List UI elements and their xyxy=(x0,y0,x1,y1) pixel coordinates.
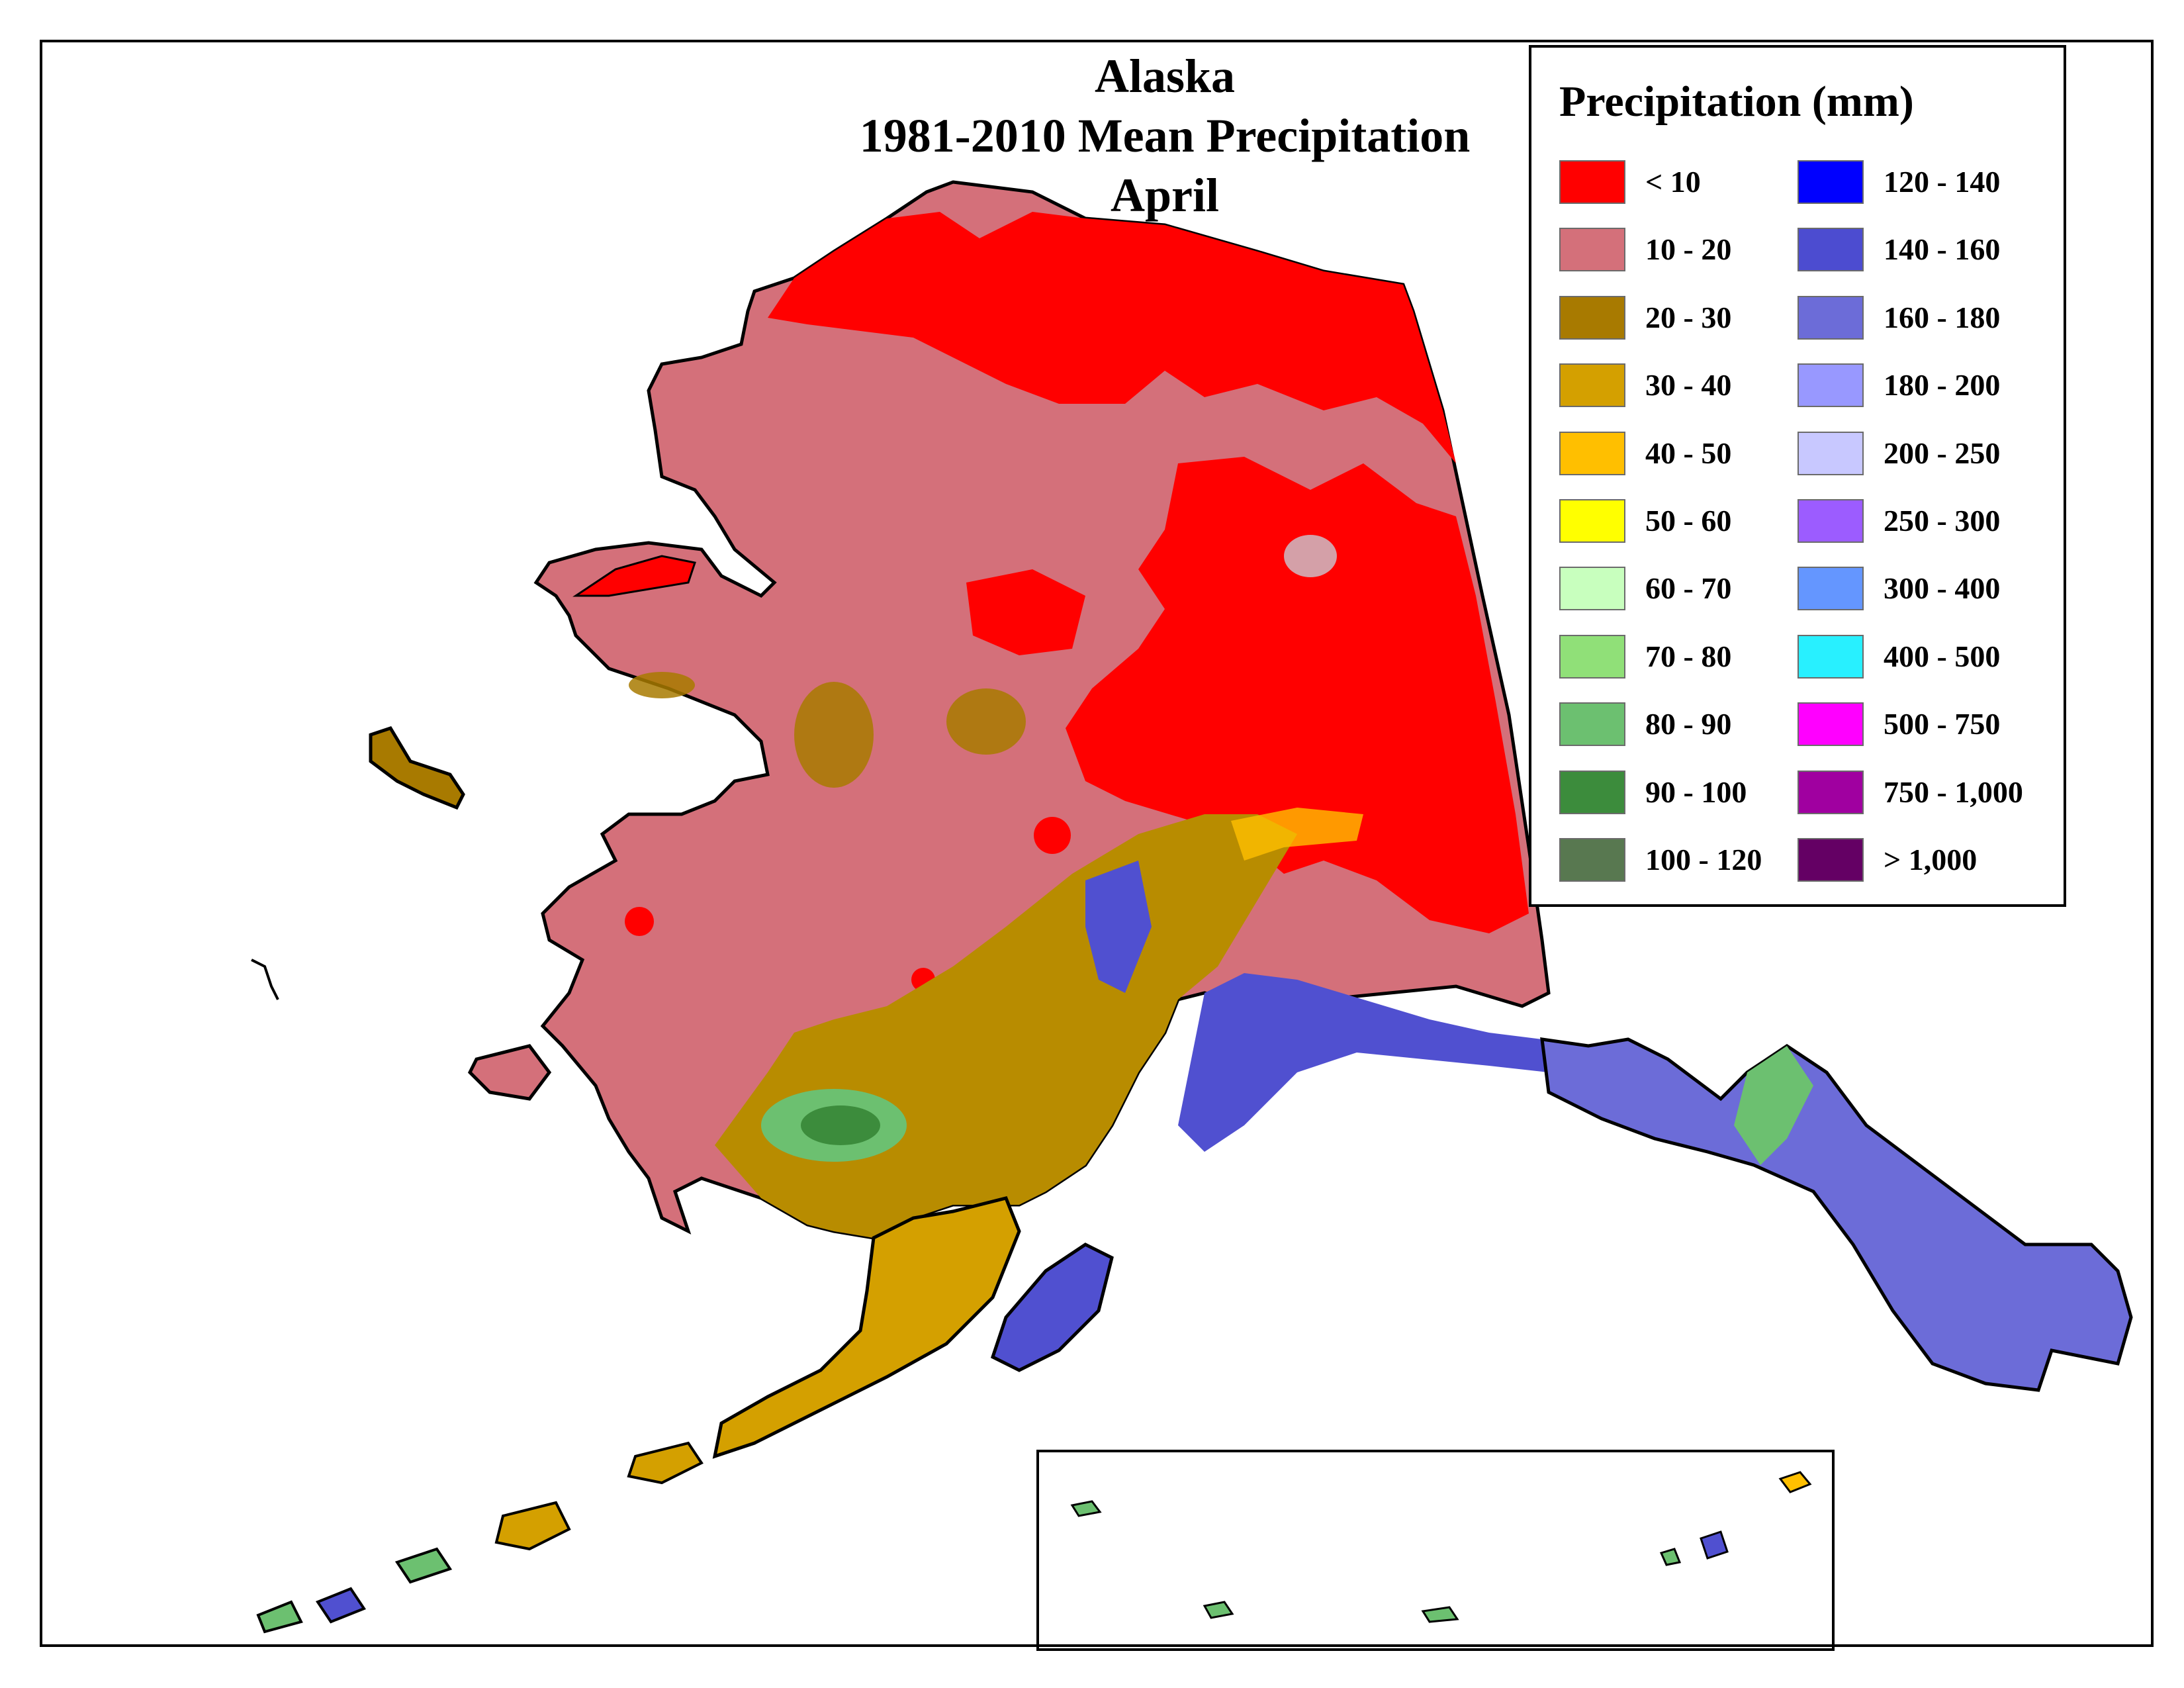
legend-label: 80 - 90 xyxy=(1645,707,1732,741)
inset-island xyxy=(1421,1606,1459,1623)
legend-swatch xyxy=(1559,634,1625,679)
legend-label: > 1,000 xyxy=(1884,842,1978,876)
region-lt10-interior xyxy=(1066,457,1529,933)
legend-label: 50 - 60 xyxy=(1645,503,1732,538)
st-matthew-island xyxy=(251,959,279,1000)
region-90to100-lowland xyxy=(801,1105,880,1145)
legend-label: 100 - 120 xyxy=(1645,842,1762,876)
legend-label: 250 - 300 xyxy=(1884,503,2001,538)
region-120to180-peninsula xyxy=(1085,861,1152,993)
legend-swatch xyxy=(1559,770,1625,814)
legend-label: 200 - 250 xyxy=(1884,436,2001,470)
legend-swatch xyxy=(1797,567,1864,611)
legend-swatch xyxy=(1797,702,1864,747)
map-title: Alaska 1981-2010 Mean Precipitation Apri… xyxy=(781,46,1549,225)
legend-label: 140 - 160 xyxy=(1884,232,2001,267)
aleutian-island xyxy=(315,1587,367,1624)
aleutian-island xyxy=(256,1600,303,1634)
legend-swatch xyxy=(1559,702,1625,747)
legend-label: 30 - 40 xyxy=(1645,368,1732,402)
aleutian-inset-frame xyxy=(1036,1450,1835,1651)
legend-label: 750 - 1,000 xyxy=(1884,774,2023,809)
region-lt10-north xyxy=(768,212,1456,463)
region-lt10-patch xyxy=(966,569,1085,655)
legend-swatch xyxy=(1559,363,1625,408)
region-70to90-panhandle xyxy=(1734,1046,1813,1165)
legend-swatch xyxy=(1559,160,1625,204)
legend-swatch xyxy=(1797,363,1864,408)
legend-swatch xyxy=(1797,228,1864,272)
st-lawrence-island xyxy=(369,726,465,810)
legend-swatch xyxy=(1797,498,1864,543)
legend-label: 70 - 80 xyxy=(1645,639,1732,673)
legend-title: Precipitation (mm) xyxy=(1559,77,1914,126)
legend-swatch xyxy=(1797,634,1864,679)
region-40to60-alaska-range xyxy=(1231,808,1363,861)
legend-label: 180 - 200 xyxy=(1884,368,2001,402)
aleutian-island xyxy=(394,1547,453,1584)
inset-island xyxy=(1659,1548,1682,1566)
legend-label: 400 - 500 xyxy=(1884,639,2001,673)
legend-label: 160 - 180 xyxy=(1884,300,2001,334)
inset-island xyxy=(1070,1500,1102,1517)
legend-swatch xyxy=(1559,295,1625,340)
legend-swatch xyxy=(1559,567,1625,611)
southeast-panhandle xyxy=(1540,1037,2133,1392)
inset-island xyxy=(1778,1471,1812,1493)
legend-label: 20 - 30 xyxy=(1645,300,1732,334)
legend-label: 500 - 750 xyxy=(1884,707,2001,741)
legend-label: 60 - 70 xyxy=(1645,571,1732,606)
kodiak-island xyxy=(990,1243,1114,1372)
legend-swatch xyxy=(1797,431,1864,475)
legend-label: 10 - 20 xyxy=(1645,232,1732,267)
legend-label: 300 - 400 xyxy=(1884,571,2001,606)
region-10to20-interior-spot xyxy=(1284,535,1337,577)
legend-swatch xyxy=(1559,431,1625,475)
region-lt10-spot xyxy=(1034,817,1071,854)
title-line-period: 1981-2010 Mean Precipitation xyxy=(859,109,1471,162)
legend-swatch xyxy=(1559,837,1625,882)
legend-swatch xyxy=(1559,498,1625,543)
legend-swatch xyxy=(1797,295,1864,340)
region-20to30 xyxy=(629,672,695,698)
legend-swatch xyxy=(1797,770,1864,814)
region-20to30 xyxy=(946,688,1026,755)
aleutian-island xyxy=(494,1501,571,1551)
legend-label: 90 - 100 xyxy=(1645,774,1747,809)
nunivak-island xyxy=(467,1044,552,1101)
inset-island xyxy=(1700,1530,1729,1560)
legend-label: 40 - 50 xyxy=(1645,436,1732,470)
region-lt10-spot xyxy=(625,907,654,936)
mainland-region xyxy=(533,180,1551,1240)
legend-label: < 10 xyxy=(1645,165,1701,199)
legend: Precipitation (mm) < 10 10 - 20 20 - 30 30 … xyxy=(1529,45,2066,907)
region-120to180-chugach xyxy=(1178,973,1549,1152)
aleutian-inset-map xyxy=(1070,1471,1812,1623)
inset-island xyxy=(1203,1601,1234,1619)
aleutian-east xyxy=(627,1441,704,1485)
alaska-peninsula xyxy=(712,1196,1021,1459)
legend-swatch xyxy=(1559,228,1625,272)
title-line-month: April xyxy=(1110,169,1219,222)
legend-swatch xyxy=(1797,837,1864,882)
region-lt10-seward xyxy=(572,555,696,597)
region-20to30 xyxy=(794,682,874,788)
title-line-region: Alaska xyxy=(1094,50,1236,103)
legend-label: 120 - 140 xyxy=(1884,165,2001,199)
legend-swatch xyxy=(1797,160,1864,204)
